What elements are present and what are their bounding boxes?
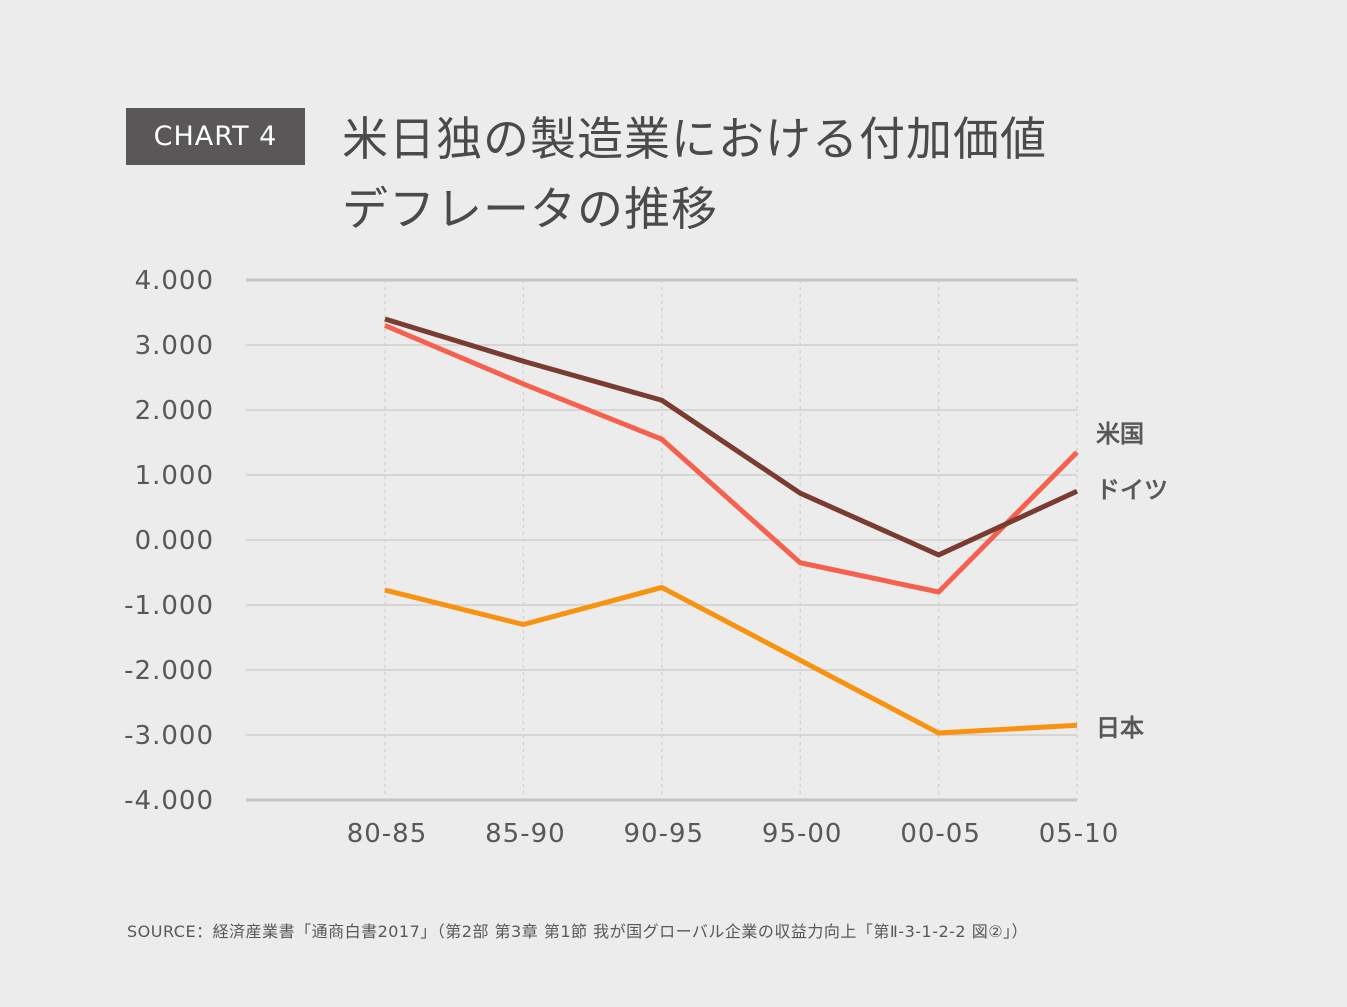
x-tick-label: 90-95 [624,819,705,849]
chart-number-badge: CHART 4 [126,108,305,165]
x-tick-label: 80-85 [347,819,428,849]
series-label-japan: 日本 [1096,714,1144,742]
chart-title: 米日独の製造業における付加価値 デフレータの推移 [342,104,1322,244]
series-line-japan [384,584,1078,736]
chart-title-line-2: デフレータの推移 [342,182,718,236]
series-label-germany: ドイツ [1096,476,1168,504]
y-tick-label: 0.000 [135,526,214,556]
x-tick-label: 00-05 [900,819,981,849]
series-label-usa: 米国 [1096,420,1144,448]
series-lines [384,316,1079,736]
y-axis-tick-labels: 4.000 3.000 2.000 1.000 0.000 -1.000 -2.000 -3.… [124,266,214,816]
y-tick-label: -4.000 [124,786,214,816]
chart-grid [246,278,1078,802]
y-tick-label: -3.000 [124,721,214,751]
x-tick-label: 95-00 [762,819,843,849]
chart-title-line-1: 米日独の製造業における付加価値 [342,112,1047,166]
y-tick-label: 1.000 [135,461,214,491]
x-tick-label: 85-90 [485,819,566,849]
y-tick-label: -2.000 [124,656,214,686]
x-tick-label: 05-10 [1039,819,1120,849]
y-tick-label: 3.000 [135,331,214,361]
series-line-germany [384,316,1079,558]
source-note: SOURCE：経済産業書「通商白書2017」（第2部 第3章 第1節 我が国グロ… [127,922,1029,941]
x-axis-tick-labels: 80-85 85-90 90-95 95-00 00-05 05-10 [347,819,1120,849]
y-tick-label: 4.000 [135,266,214,296]
y-tick-label: 2.000 [135,396,214,426]
y-tick-label: -1.000 [124,591,214,621]
series-line-usa [384,323,1079,595]
